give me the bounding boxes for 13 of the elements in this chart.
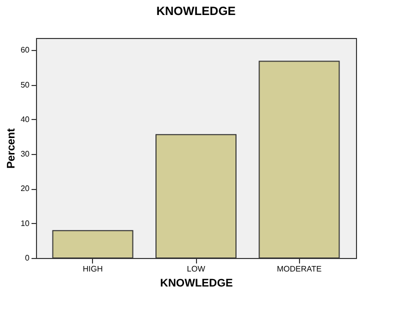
y-tick-label: 60 (20, 46, 30, 55)
x-tick-label: HIGH (82, 264, 103, 274)
x-axis-title: KNOWLEDGE (160, 278, 233, 290)
y-tick-label: 50 (20, 80, 30, 90)
y-tick-label: 20 (20, 184, 30, 194)
y-axis-title: Percent (6, 128, 18, 169)
chart-title: KNOWLEDGE (156, 4, 236, 18)
x-tick-label: LOW (186, 264, 206, 274)
y-tick-label: 10 (20, 218, 30, 228)
y-tick-label: 40 (20, 114, 30, 124)
x-tick-label: MODERATE (276, 264, 322, 274)
y-tick-label: 0 (25, 254, 30, 262)
y-tick-label: 30 (20, 150, 30, 159)
